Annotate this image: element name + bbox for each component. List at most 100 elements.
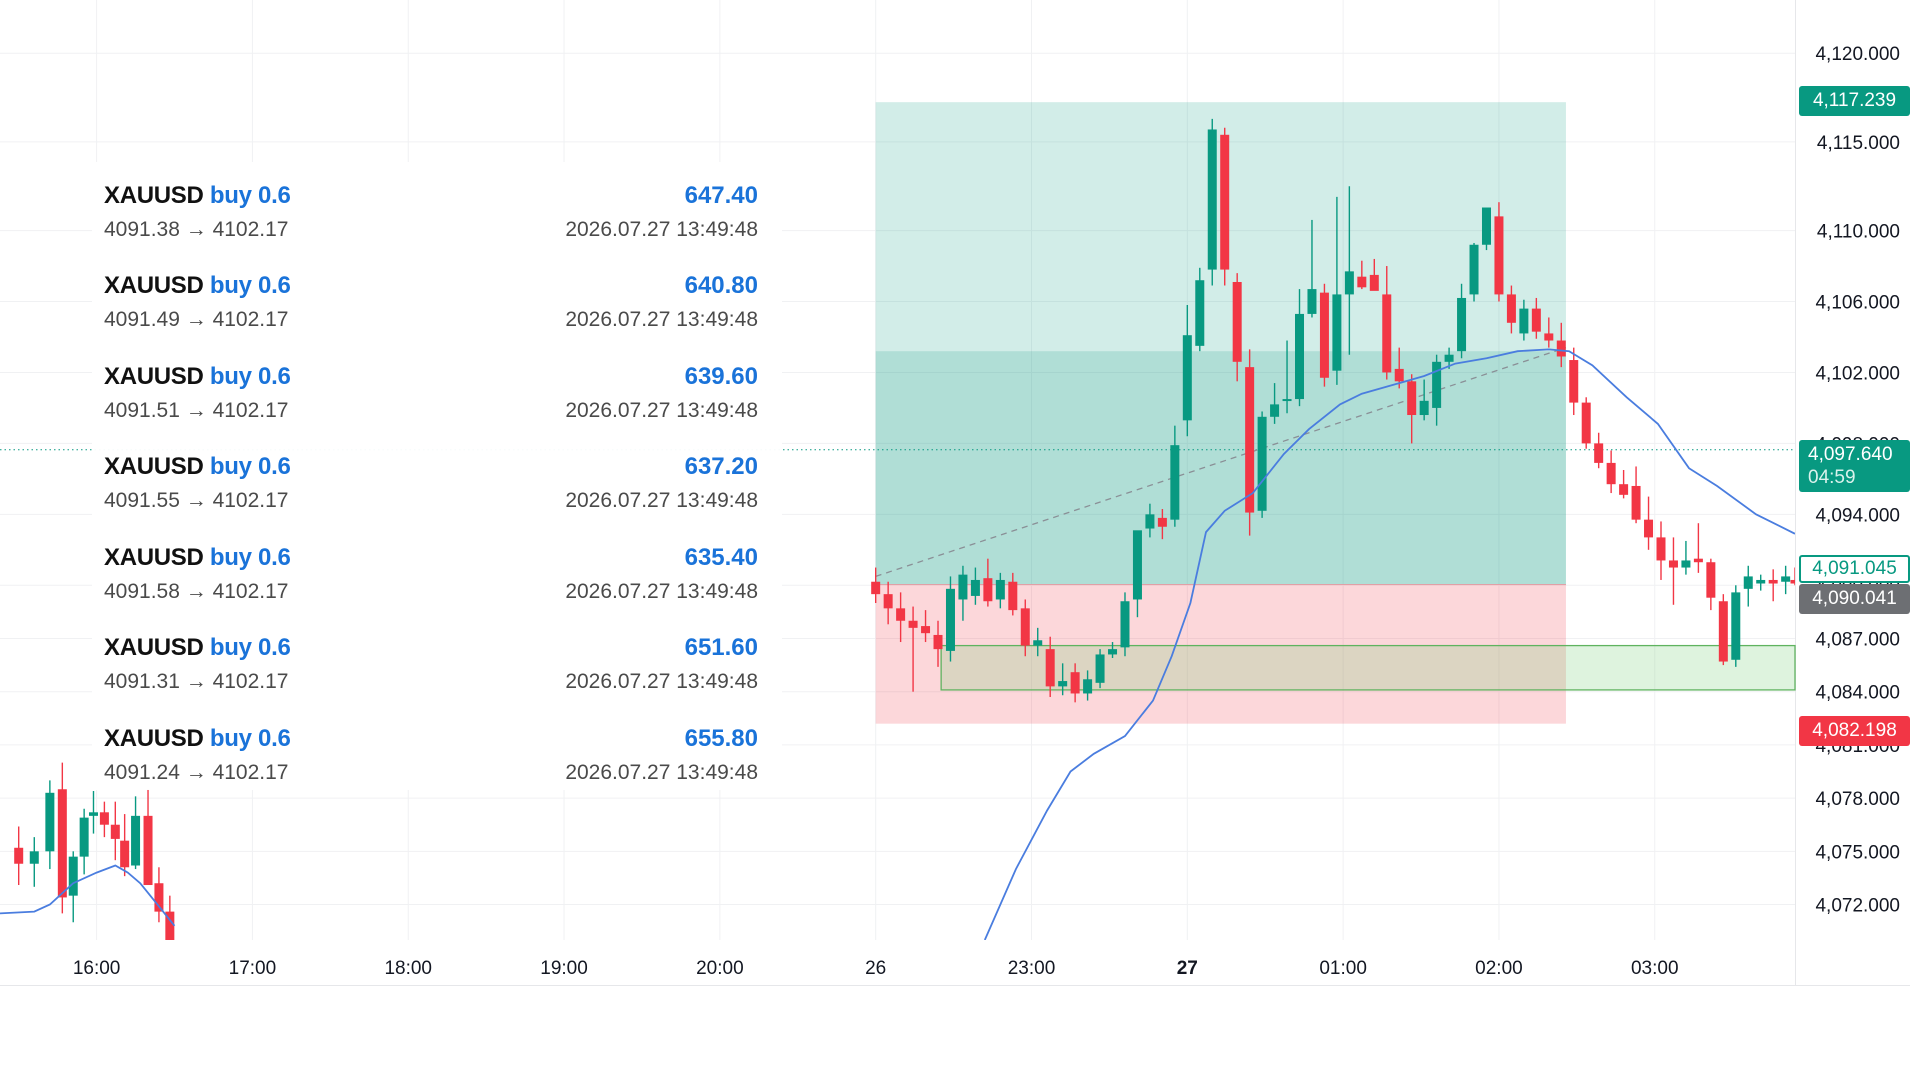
candle-body [1457,297,1467,352]
candle-bullish [1469,242,1479,302]
trade-symbol: XAUUSD buy 0.6 [104,544,291,571]
take-profit-badge[interactable]: 4,117.239 [1799,86,1910,116]
candle-bearish [165,895,175,940]
trade-side: buy 0.6 [209,272,291,299]
trade-row[interactable]: XAUUSD buy 0.6 4091.58 → 4102.17 635.40 … [92,524,782,614]
candle-body [1544,333,1554,341]
trade-row[interactable]: XAUUSD buy 0.6 4091.55 → 4102.17 637.20 … [92,433,782,523]
current-price-badge[interactable]: 4,097.640 04:59 [1799,440,1910,492]
candle-body [1481,207,1491,245]
time-tick-label: 17:00 [229,958,277,979]
trade-row[interactable]: XAUUSD buy 0.6 4091.31 → 4102.17 651.60 … [92,614,782,704]
trade-row[interactable]: XAUUSD buy 0.6 4091.51 → 4102.17 639.60 … [92,343,782,433]
candle-body [1619,484,1629,495]
candle-body [1033,640,1043,646]
time-axis-labels: 16:00 17:00 18:00 19:00 20:00 26 23:00 27 01:00 0… [73,958,1679,979]
candle-body [1344,271,1354,295]
price-tick-label: 4,115.000 [1817,133,1900,154]
candle-bullish [1195,267,1205,352]
trade-profit: 647.40 [684,182,758,209]
candle-bearish [1706,558,1716,611]
price-tick-label: 4,087.000 [1815,629,1900,650]
price-tick-label: 4,072.000 [1815,896,1900,917]
candle-bullish [1145,503,1155,538]
candle-body [1756,579,1766,584]
candle-body [908,620,918,628]
candle-body [1145,514,1155,529]
candle-bullish [1083,670,1093,701]
candle-body [1070,672,1080,694]
support-zone-rect [940,644,1796,691]
trade-side: buy 0.6 [209,544,291,571]
candle-bearish [1407,374,1417,444]
candle-body [110,824,120,839]
candle-body [1718,601,1728,662]
candle-bullish [1307,219,1317,318]
price-tick-label: 4,102.000 [1815,363,1900,384]
candle-body [1045,649,1055,687]
trade-prices: 4091.55 → 4102.17 [104,489,289,512]
candle-bearish [1768,569,1778,602]
candle-body [1257,416,1267,511]
candle-body [1519,308,1529,334]
trade-prices: 4091.24 → 4102.17 [104,761,289,784]
candle-bullish [970,567,980,605]
stop-loss-badge[interactable]: 4,082.198 [1799,716,1910,746]
trade-row[interactable]: XAUUSD buy 0.6 4091.38 → 4102.17 647.40 … [92,162,782,252]
candle-bullish [1781,565,1791,595]
candle-body [1432,361,1442,408]
trade-side: buy 0.6 [209,182,291,209]
candle-body [1644,519,1654,538]
candle-body [1407,381,1417,416]
candle-body [1232,282,1242,362]
trade-row[interactable]: XAUUSD buy 0.6 4091.24 → 4102.17 655.80 … [92,705,782,795]
candle-bullish [1295,289,1305,407]
price-tick-label: 4,075.000 [1815,842,1900,863]
candle-bullish [1457,283,1467,359]
candle-body [921,626,931,634]
candle-bearish [883,581,893,625]
candle-bearish [1556,322,1566,368]
time-tick-label: 16:00 [73,958,121,979]
candle-bearish [57,762,67,914]
moving-average-line [983,348,1795,940]
candle-body [1606,462,1616,485]
candle-body [1743,576,1753,589]
candle-bullish [131,796,141,870]
candle-bearish [1157,509,1167,540]
candle-body [1594,443,1604,463]
candle-body [1419,400,1429,416]
candle-body [1556,340,1566,357]
candle-body [1790,579,1795,584]
trade-profit: 640.80 [684,272,758,299]
candle-body [143,815,153,886]
trade-row[interactable]: XAUUSD buy 0.6 4091.49 → 4102.17 640.80 … [92,252,782,342]
candle-bullish [1182,305,1192,437]
candle-body [1494,216,1504,295]
candle-body [1307,289,1317,314]
price-tick-label: 4,084.000 [1815,683,1900,704]
trade-prices: 4091.58 → 4102.17 [104,580,289,603]
candle-body [983,578,993,602]
candle-body [1569,360,1579,403]
candle-body [970,579,980,596]
entry-price-badge[interactable]: 4,090.041 [1799,584,1910,614]
candle-bullish [945,576,955,662]
bid-price-badge[interactable]: 4,091.045 [1799,555,1910,583]
candle-bullish [1432,354,1442,426]
candle-bearish [1357,260,1367,290]
candle-bullish [1170,425,1180,527]
candle-bearish [154,867,164,923]
trade-profit: 651.60 [684,634,758,661]
moving-average-line-early [0,864,176,927]
time-tick-label: 03:00 [1631,958,1679,979]
trade-side: buy 0.6 [209,725,291,752]
candle-body [57,789,67,898]
trade-time: 2026.07.27 13:49:48 [565,761,758,784]
candle-bearish [1220,127,1230,286]
candle-body [1120,601,1130,648]
candle-bearish [1070,663,1080,703]
candle-bearish [1506,285,1516,334]
